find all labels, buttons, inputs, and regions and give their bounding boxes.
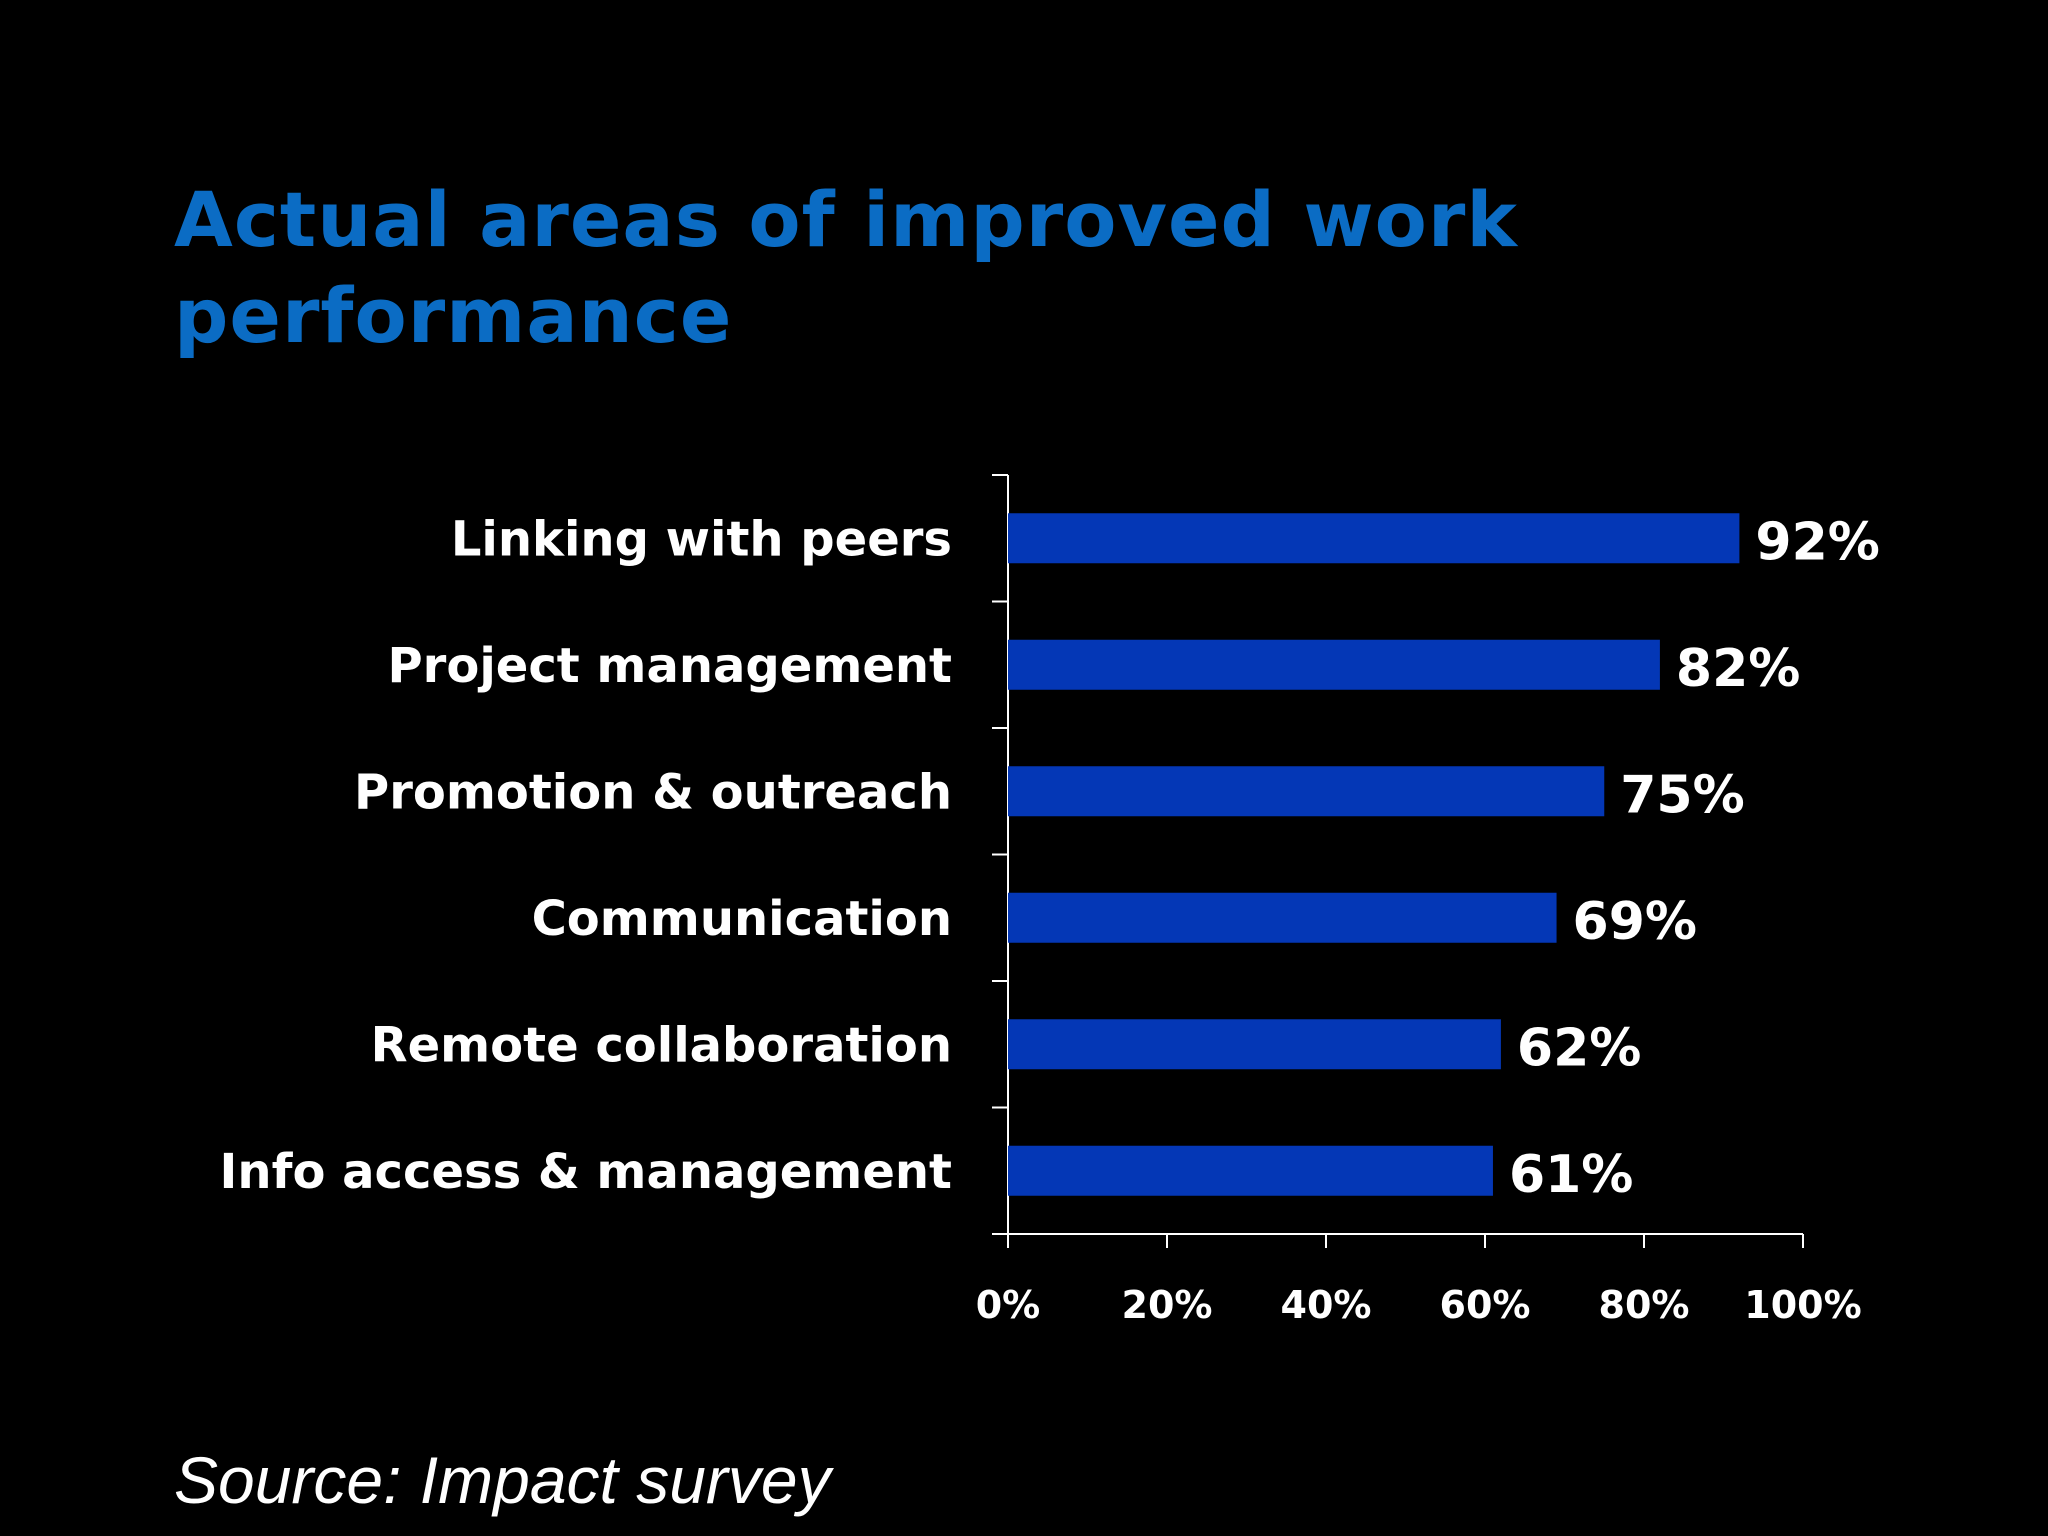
- x-tick-labels: 0% 20% 40% 60% 80% 100%: [976, 1283, 1862, 1327]
- category-label: Communication: [532, 891, 952, 947]
- x-tick-label: 100%: [1744, 1283, 1861, 1327]
- x-tick-label: 60%: [1440, 1283, 1531, 1327]
- bar: [1008, 639, 1660, 690]
- value-label: 62%: [1517, 1018, 1641, 1078]
- category-label: Remote collaboration: [371, 1017, 952, 1073]
- value-label: 61%: [1509, 1145, 1633, 1205]
- value-labels: 92% 82% 75% 69% 62% 61%: [1509, 512, 1880, 1205]
- chart-bars: [1008, 513, 1740, 1196]
- value-label: 75%: [1620, 765, 1744, 825]
- bar: [1008, 513, 1740, 564]
- category-label: Project management: [387, 638, 952, 694]
- chart-title: Actual areas of improved work performanc…: [174, 175, 1518, 360]
- value-label: 92%: [1755, 512, 1879, 572]
- category-labels: Linking with peers Project management Prom…: [220, 511, 952, 1200]
- value-label: 69%: [1573, 892, 1697, 952]
- bar: [1008, 766, 1605, 817]
- x-tick-label: 20%: [1122, 1283, 1213, 1327]
- category-label: Info access & management: [220, 1144, 952, 1200]
- source-note: Source: Impact survey: [174, 1443, 831, 1517]
- x-tick-label: 0%: [976, 1283, 1041, 1327]
- category-label: Linking with peers: [451, 511, 952, 567]
- chart-axes: [992, 474, 1804, 1248]
- category-label: Promotion & outreach: [354, 764, 952, 820]
- x-tick-label: 40%: [1281, 1283, 1372, 1327]
- x-tick-label: 80%: [1599, 1283, 1690, 1327]
- bar: [1008, 892, 1557, 943]
- bar: [1008, 1145, 1493, 1196]
- bar: [1008, 1019, 1501, 1070]
- value-label: 82%: [1676, 639, 1800, 699]
